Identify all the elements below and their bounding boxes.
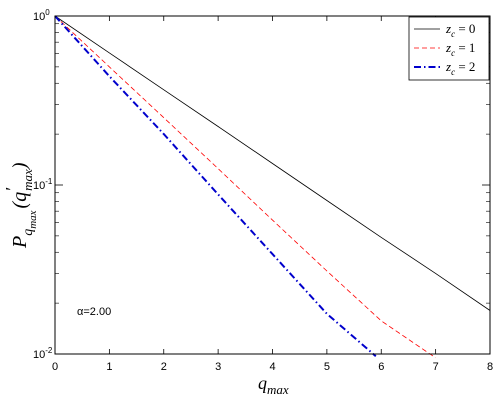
y-label-subsub: max	[27, 210, 39, 228]
legend-entries: zc = 0zc = 1zc = 2	[414, 21, 475, 77]
legend-label-2: zc = 2	[445, 59, 475, 77]
y-label-sub: q	[21, 229, 36, 236]
x-tick-label: 1	[106, 361, 112, 373]
y-label-arg-sub: max	[20, 169, 35, 191]
plot-frame	[54, 15, 491, 355]
legend-label-0: zc = 0	[445, 21, 475, 39]
x-tick-label: 3	[215, 361, 221, 373]
y-axis-label: Pqmax(q′max)	[2, 162, 39, 249]
x-tick-label: 7	[433, 361, 439, 373]
legend-box	[408, 16, 490, 81]
x-tick-label: 0	[52, 361, 58, 373]
y-label-arg-open: (q	[9, 192, 31, 209]
y-tick-label: 10-1	[33, 177, 53, 192]
x-tick-label: 5	[324, 361, 330, 373]
x-label-sub: max	[267, 382, 289, 397]
x-tick-label: 2	[161, 361, 167, 373]
x-tick-label: 4	[269, 361, 275, 373]
alpha-annotation: α=2.00	[77, 306, 111, 318]
series-line-0	[54, 15, 491, 311]
x-label-main: q	[258, 373, 267, 393]
x-axis-label: qmax	[258, 373, 289, 397]
y-label-arg-prime: ′	[2, 187, 22, 192]
y-tick-label: 10-2	[33, 346, 53, 361]
series-line-1	[54, 15, 436, 359]
y-label-main: P	[9, 236, 31, 249]
y-tick-label: 100	[33, 8, 50, 23]
y-label-arg-close: )	[9, 162, 31, 170]
legend: zc = 0zc = 1zc = 2	[408, 16, 490, 81]
x-tick-label: 6	[378, 361, 384, 373]
x-tick-label: 8	[487, 361, 493, 373]
series-layer	[54, 15, 491, 359]
legend-label-1: zc = 1	[445, 40, 475, 58]
